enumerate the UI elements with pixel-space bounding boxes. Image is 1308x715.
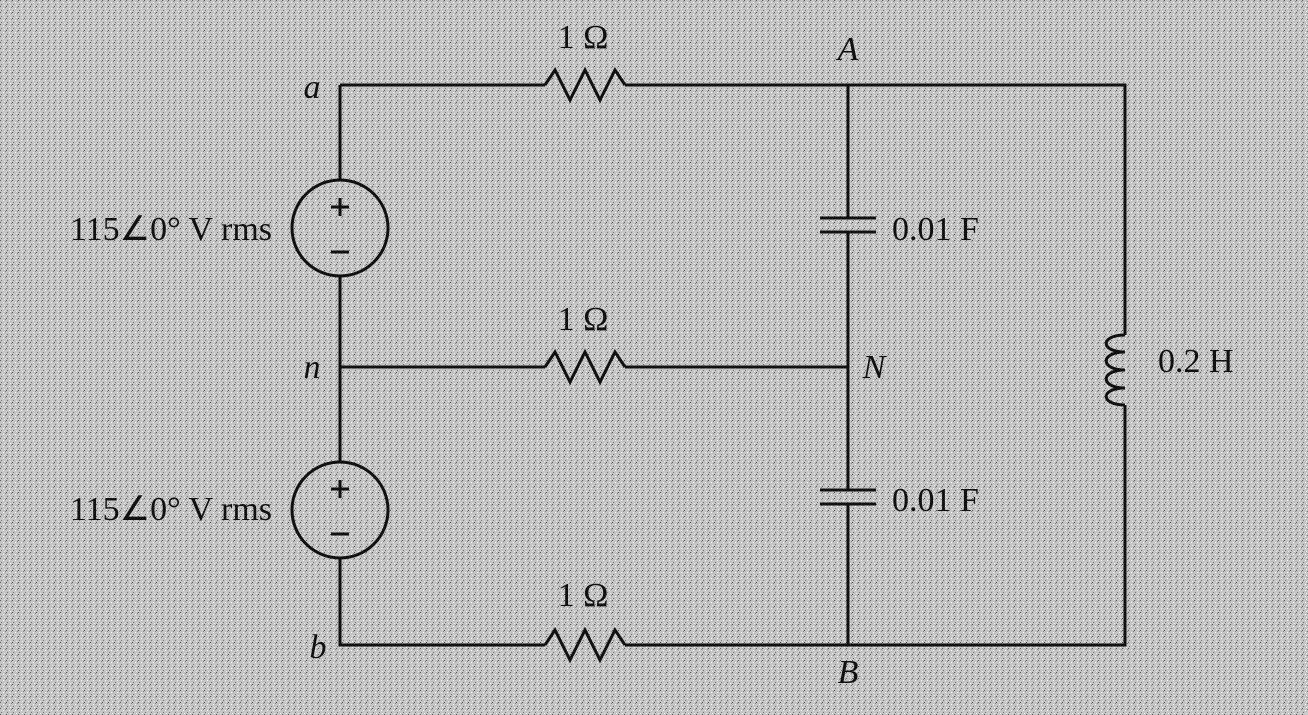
source-label: 115∠0° V rms <box>70 491 272 528</box>
background <box>0 0 1308 715</box>
resistor-label: 1 Ω <box>558 301 609 338</box>
circuit-diagram: a n b A N B 115∠0° V rms 115∠0° V rms 1 … <box>0 0 1308 715</box>
capacitor-label: 0.01 F <box>892 211 979 248</box>
resistor-label: 1 Ω <box>558 19 609 56</box>
node-label: n <box>304 349 321 386</box>
node-label: b <box>310 629 327 666</box>
resistor-label: 1 Ω <box>558 577 609 614</box>
node-label: a <box>304 69 321 106</box>
source-label: 115∠0° V rms <box>70 211 272 248</box>
capacitor-label: 0.01 F <box>892 482 979 519</box>
node-label: N <box>862 349 888 386</box>
node-label: B <box>838 654 859 691</box>
inductor-label: 0.2 H <box>1158 343 1234 380</box>
node-label: A <box>836 31 859 68</box>
